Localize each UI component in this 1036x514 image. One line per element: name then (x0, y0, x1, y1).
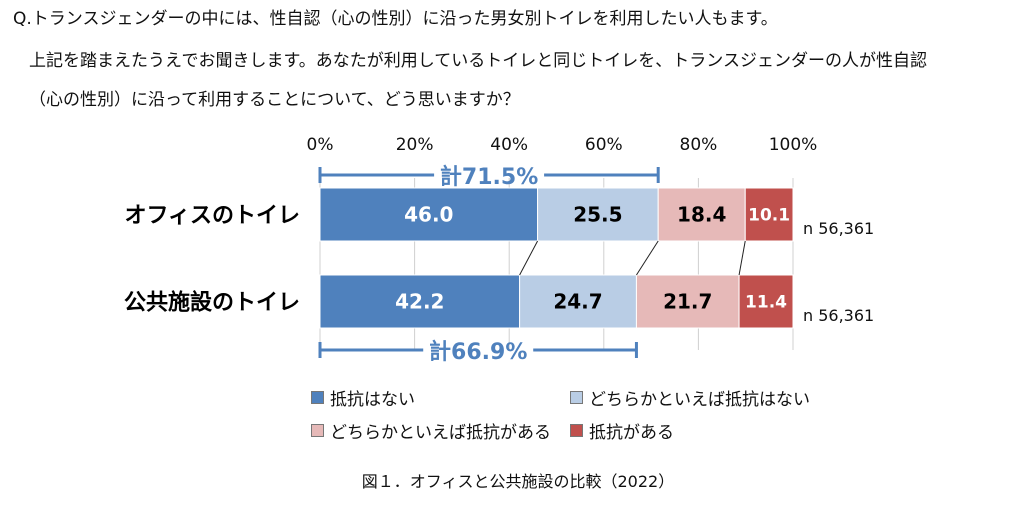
figure-caption: 図１．オフィスと公共施設の比較（2022） (361, 472, 675, 491)
x-tick-label: 40% (490, 135, 528, 155)
data-label: 46.0 (404, 203, 453, 227)
legend-label: 抵抗がある (589, 423, 674, 443)
data-label: 10.1 (748, 206, 790, 226)
connector-line (636, 240, 659, 276)
legend-item-no-resistance: 抵抗はない (311, 385, 415, 410)
legend-label: どちらかといえば抵抗がある (330, 423, 551, 443)
x-tick-label: 80% (680, 135, 718, 155)
bar-segment (537, 187, 659, 242)
connector-line (519, 240, 539, 276)
category-label: 公共施設のトイレ (124, 290, 300, 316)
question-line-1: Q.トランスジェンダーの中には、性自認（心の性別）に沿った男女別トイレを利用した… (13, 9, 778, 29)
connector-line (738, 240, 746, 276)
data-label: 11.4 (745, 293, 787, 313)
legend-swatch (311, 391, 324, 404)
bar-segment (738, 274, 794, 329)
bar-segment (519, 274, 637, 329)
category-label: オフィスのトイレ (124, 204, 300, 229)
sample-size-label: n 56,361 (803, 306, 874, 325)
legend-label: 抵抗はない (330, 390, 415, 410)
bracket-label: 計71.5% (440, 164, 538, 190)
legend-item-somewhat-resistance: どちらかといえば抵抗がある (311, 418, 551, 443)
data-label: 24.7 (553, 290, 602, 314)
bar-segment (635, 274, 740, 329)
legend-item-resistance: 抵抗がある (570, 418, 674, 443)
legend-label: どちらかといえば抵抗はない (589, 390, 810, 410)
sample-size-label: n 56,361 (803, 219, 874, 238)
question-line-3: （心の性別）に沿って利用することについて、どう思いますか？ (29, 90, 520, 110)
x-tick-label: 0% (307, 135, 334, 155)
bar-segment (319, 274, 521, 329)
data-label: 18.4 (677, 203, 726, 227)
legend-item-somewhat-no-resistance: どちらかといえば抵抗はない (570, 385, 810, 410)
data-label: 21.7 (663, 290, 712, 314)
bar-segment (657, 187, 746, 242)
data-label: 42.2 (395, 290, 444, 314)
legend-swatch (311, 424, 324, 437)
question-line-2: 上記を踏まえたうえでお聞きします。あなたが利用しているトイレと同じトイレを、トラ… (29, 51, 927, 71)
bracket-label: 計66.9% (429, 339, 527, 365)
legend-swatch (570, 424, 583, 437)
data-label: 25.5 (573, 203, 622, 227)
x-tick-label: 60% (585, 135, 623, 155)
x-tick-label: 20% (396, 135, 434, 155)
bar-segment (744, 187, 794, 242)
x-tick-label: 100% (769, 135, 818, 155)
legend-swatch (570, 391, 583, 404)
